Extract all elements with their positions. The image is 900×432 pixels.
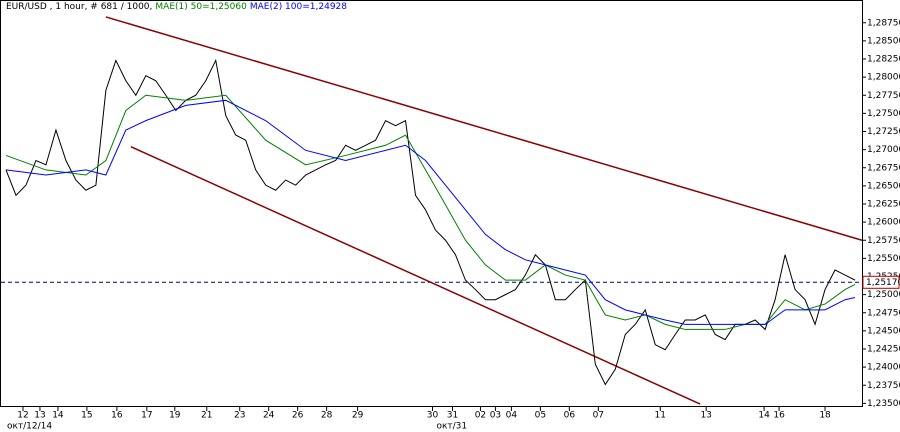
x-tick-label: 21 [201,411,212,421]
x-tick-label: 04 [506,411,518,421]
y-tick-label: 1,27000 [867,145,900,155]
trend-line [130,146,701,405]
y-tick-label: 1,28500 [867,36,900,46]
series-line [5,99,856,325]
y-tick-label: 1,25000 [867,290,900,300]
y-tick-label: 1,27750 [867,91,900,101]
y-tick-label: 1,24000 [867,363,900,373]
y-tick-label: 1,25750 [867,236,900,246]
trend-line [105,16,863,241]
x-tick-label: 12 [17,411,28,421]
y-tick-label: 1,23500 [867,399,900,409]
x-tick-label: 02 [475,411,486,421]
y-tick-label: 1,27250 [867,127,900,137]
x-date-label: окт/12/14 [7,422,52,432]
y-tick-label: 1,28000 [867,73,900,83]
x-tick-label: 31 [447,411,458,421]
chart-title: EUR/USD , 1 hour, # 681 / 1000, MAE(1) 50… [6,2,347,12]
y-tick-label: 1,26500 [867,181,900,191]
header-text: EUR/USD , 1 hour, # 681 / 1000, [6,2,152,12]
x-tick-label: 26 [292,411,304,421]
plot-frame [0,0,863,407]
x-tick-label: 28 [321,411,333,421]
x-tick-label: 05 [535,411,546,421]
x-tick-label: 29 [352,411,364,421]
x-tick-label: 16 [773,411,785,421]
x-tick-label: 19 [169,411,181,421]
y-tick-label: 1,28250 [867,55,900,65]
y-tick-label: 1,25500 [867,254,900,264]
y-tick-label: 1,24750 [867,308,900,318]
x-tick-label: 13 [700,411,711,421]
header-text: MAE(1) 50=1,25060 [155,2,247,12]
y-tick-label: 1,28750 [867,18,900,28]
x-tick-label: 23 [234,411,245,421]
y-tick-label: 1,24250 [867,345,900,355]
x-tick-label: 14 [52,411,64,421]
series-line [5,58,856,386]
x-date-label: окт/31 [436,422,467,432]
current-price-label: 1,25170 [866,278,900,288]
y-tick-label: 1,26000 [867,218,900,228]
y-tick-label: 1,23750 [867,381,900,391]
y-tick-label: 1,27500 [867,109,900,119]
x-tick-label: 06 [564,411,576,421]
x-tick-label: 13 [34,411,45,421]
x-tick-label: 03 [490,411,501,421]
current-price-box [862,275,900,289]
x-tick-label: 30 [427,411,439,421]
x-tick-label: 07 [593,411,604,421]
header-text: MAE(2) 100=1,24928 [250,2,347,12]
y-tick-label: 1,26250 [867,200,900,210]
x-tick-label: 11 [655,411,666,421]
x-tick-label: 18 [819,411,831,421]
y-tick-label: 1,26750 [867,163,900,173]
x-tick-label: 24 [263,411,275,421]
x-tick-label: 17 [141,411,152,421]
x-tick-label: 15 [81,411,92,421]
x-tick-label: 14 [758,411,770,421]
x-tick-label: 16 [111,411,123,421]
y-tick-label: 1,24500 [867,326,900,336]
